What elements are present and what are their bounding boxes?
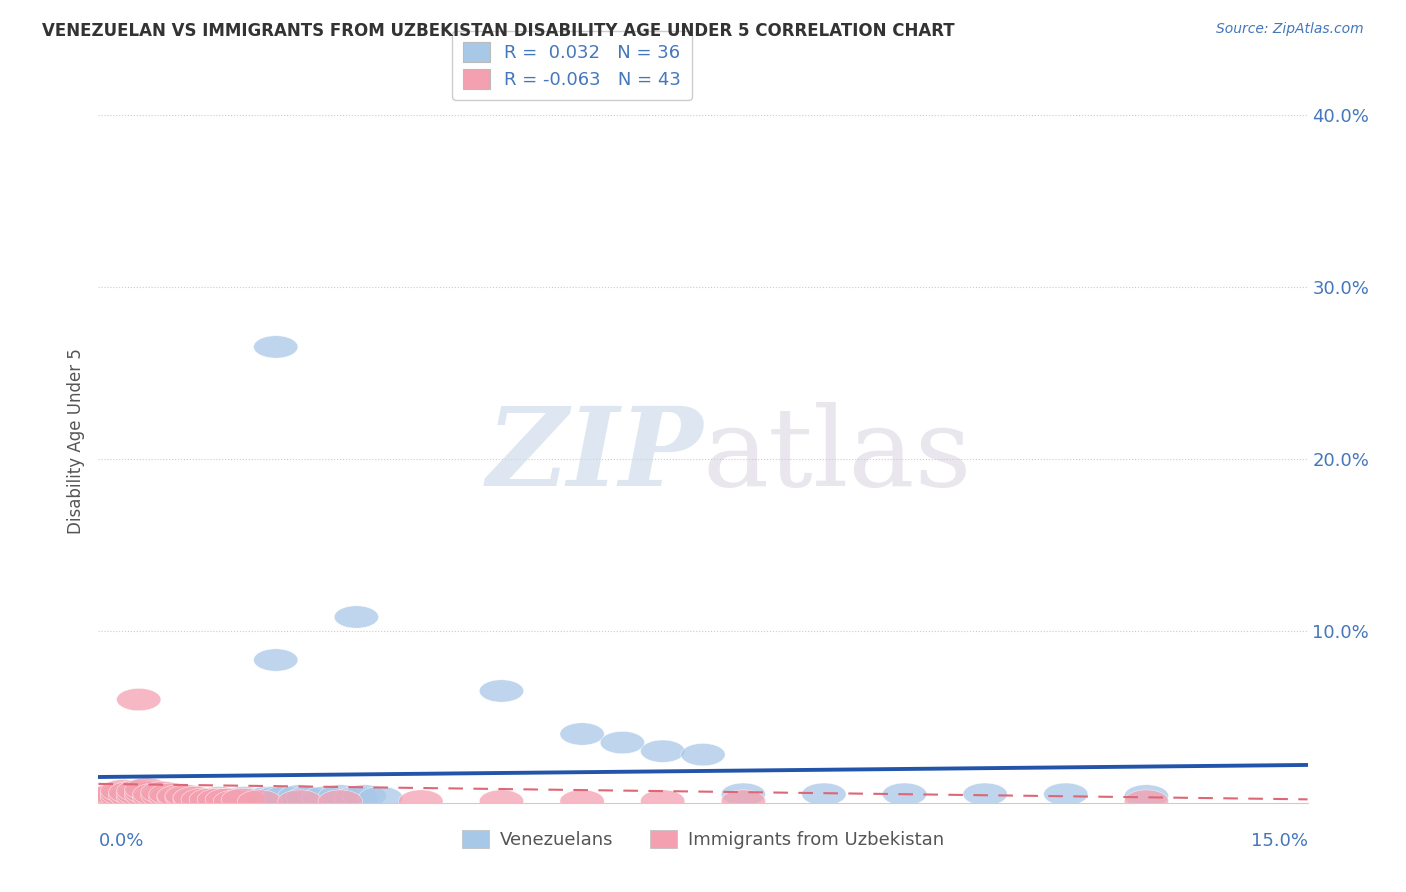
Ellipse shape (399, 790, 443, 813)
Ellipse shape (262, 787, 307, 809)
Ellipse shape (100, 783, 145, 805)
Ellipse shape (117, 689, 160, 711)
Ellipse shape (1125, 785, 1168, 807)
Ellipse shape (108, 785, 153, 807)
Ellipse shape (963, 783, 1007, 805)
Ellipse shape (93, 785, 136, 807)
Ellipse shape (479, 680, 523, 702)
Ellipse shape (117, 790, 160, 813)
Ellipse shape (157, 787, 201, 809)
Ellipse shape (117, 787, 160, 809)
Ellipse shape (84, 789, 129, 811)
Ellipse shape (253, 335, 298, 358)
Ellipse shape (335, 787, 378, 809)
Ellipse shape (479, 790, 523, 813)
Ellipse shape (359, 787, 402, 809)
Ellipse shape (165, 789, 209, 811)
Ellipse shape (205, 789, 250, 811)
Ellipse shape (149, 790, 193, 813)
Ellipse shape (221, 789, 266, 811)
Ellipse shape (285, 787, 330, 809)
Ellipse shape (253, 648, 298, 671)
Ellipse shape (302, 787, 346, 809)
Ellipse shape (238, 789, 281, 811)
Ellipse shape (278, 785, 322, 807)
Ellipse shape (132, 783, 177, 805)
Ellipse shape (141, 785, 186, 807)
Ellipse shape (117, 780, 160, 802)
Ellipse shape (600, 731, 644, 754)
Ellipse shape (132, 787, 177, 809)
Ellipse shape (560, 723, 605, 745)
Ellipse shape (318, 790, 363, 813)
Ellipse shape (157, 785, 201, 807)
Ellipse shape (197, 789, 242, 811)
Text: 0.0%: 0.0% (98, 831, 143, 850)
Ellipse shape (125, 785, 169, 807)
Ellipse shape (883, 783, 927, 805)
Ellipse shape (221, 787, 266, 809)
Ellipse shape (278, 790, 322, 813)
Ellipse shape (100, 787, 145, 809)
Text: Source: ZipAtlas.com: Source: ZipAtlas.com (1216, 22, 1364, 37)
Ellipse shape (318, 785, 363, 807)
Legend: Venezuelans, Immigrants from Uzbekistan: Venezuelans, Immigrants from Uzbekistan (456, 822, 950, 856)
Ellipse shape (165, 787, 209, 809)
Ellipse shape (681, 743, 725, 766)
Y-axis label: Disability Age Under 5: Disability Age Under 5 (66, 349, 84, 534)
Ellipse shape (108, 781, 153, 804)
Ellipse shape (335, 606, 378, 628)
Ellipse shape (173, 787, 218, 809)
Ellipse shape (801, 783, 846, 805)
Ellipse shape (173, 789, 218, 811)
Ellipse shape (84, 787, 129, 809)
Ellipse shape (253, 787, 298, 809)
Ellipse shape (84, 787, 129, 809)
Legend: R =  0.032   N = 36, R = -0.063   N = 43: R = 0.032 N = 36, R = -0.063 N = 43 (451, 31, 692, 100)
Ellipse shape (205, 789, 250, 811)
Text: ZIP: ZIP (486, 402, 703, 509)
Ellipse shape (149, 783, 193, 805)
Ellipse shape (93, 783, 136, 805)
Ellipse shape (117, 783, 160, 805)
Ellipse shape (342, 785, 387, 807)
Ellipse shape (188, 789, 233, 811)
Ellipse shape (149, 787, 193, 809)
Text: 15.0%: 15.0% (1250, 831, 1308, 850)
Ellipse shape (181, 789, 225, 811)
Ellipse shape (1043, 783, 1088, 805)
Ellipse shape (100, 789, 145, 811)
Ellipse shape (560, 790, 605, 813)
Ellipse shape (165, 785, 209, 807)
Ellipse shape (125, 781, 169, 804)
Ellipse shape (641, 740, 685, 763)
Ellipse shape (721, 783, 765, 805)
Ellipse shape (157, 789, 201, 811)
Ellipse shape (721, 790, 765, 813)
Ellipse shape (132, 789, 177, 811)
Ellipse shape (641, 790, 685, 813)
Ellipse shape (238, 790, 281, 813)
Ellipse shape (141, 781, 186, 804)
Ellipse shape (214, 790, 257, 813)
Text: atlas: atlas (703, 402, 973, 509)
Ellipse shape (1125, 790, 1168, 813)
Ellipse shape (181, 789, 225, 811)
Ellipse shape (246, 787, 290, 809)
Text: VENEZUELAN VS IMMIGRANTS FROM UZBEKISTAN DISABILITY AGE UNDER 5 CORRELATION CHAR: VENEZUELAN VS IMMIGRANTS FROM UZBEKISTAN… (42, 22, 955, 40)
Ellipse shape (125, 778, 169, 800)
Ellipse shape (197, 787, 242, 809)
Ellipse shape (100, 780, 145, 802)
